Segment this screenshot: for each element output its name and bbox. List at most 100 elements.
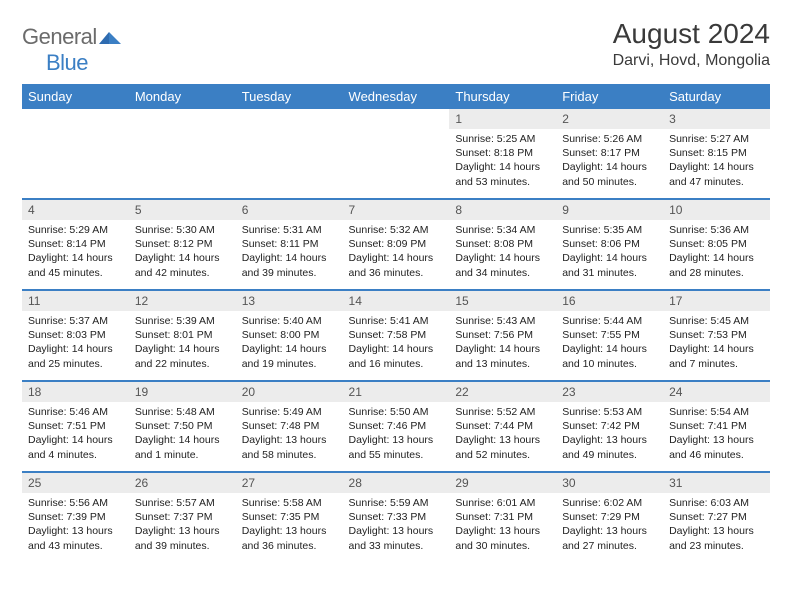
day-body: Sunrise: 5:49 AMSunset: 7:48 PMDaylight:… — [236, 402, 343, 471]
sunrise-line: Sunrise: 5:32 AM — [349, 223, 444, 237]
calendar-cell: 16Sunrise: 5:44 AMSunset: 7:55 PMDayligh… — [556, 290, 663, 381]
calendar-cell: 5Sunrise: 5:30 AMSunset: 8:12 PMDaylight… — [129, 199, 236, 290]
daylight-line: Daylight: 13 hours and 58 minutes. — [242, 433, 337, 461]
calendar-cell: 17Sunrise: 5:45 AMSunset: 7:53 PMDayligh… — [663, 290, 770, 381]
calendar-cell: 23Sunrise: 5:53 AMSunset: 7:42 PMDayligh… — [556, 381, 663, 472]
day-body: Sunrise: 5:59 AMSunset: 7:33 PMDaylight:… — [343, 493, 450, 562]
sunrise-line: Sunrise: 5:30 AM — [135, 223, 230, 237]
calendar-cell: 29Sunrise: 6:01 AMSunset: 7:31 PMDayligh… — [449, 472, 556, 562]
sunrise-line: Sunrise: 5:40 AM — [242, 314, 337, 328]
calendar-cell: 20Sunrise: 5:49 AMSunset: 7:48 PMDayligh… — [236, 381, 343, 472]
sunset-line: Sunset: 8:00 PM — [242, 328, 337, 342]
day-body: Sunrise: 5:25 AMSunset: 8:18 PMDaylight:… — [449, 129, 556, 198]
day-body: Sunrise: 5:35 AMSunset: 8:06 PMDaylight:… — [556, 220, 663, 289]
day-number: 5 — [129, 200, 236, 220]
calendar-cell: 14 Sunrise: 5:41 AMSunset: 7:58 PMDayligh… — [343, 290, 450, 381]
day-body: Sunrise: 5:32 AMSunset: 8:09 PMDaylight:… — [343, 220, 450, 289]
weekday-header: Friday — [556, 84, 663, 109]
day-number: 17 — [663, 291, 770, 311]
day-body: Sunrise: 5:39 AMSunset: 8:01 PMDaylight:… — [129, 311, 236, 380]
sunset-line: Sunset: 8:09 PM — [349, 237, 444, 251]
logo-word-1: General — [22, 24, 97, 49]
calendar-cell: 10 Sunrise: 5:36 AMSunset: 8:05 PMDayligh… — [663, 199, 770, 290]
daylight-line: Daylight: 14 hours and 25 minutes. — [28, 342, 123, 370]
calendar-cell: 22Sunrise: 5:52 AMSunset: 7:44 PMDayligh… — [449, 381, 556, 472]
sunrise-line: Sunrise: 5:45 AM — [669, 314, 764, 328]
day-body: Sunrise: 5:40 AMSunset: 8:00 PMDaylight:… — [236, 311, 343, 380]
sunset-line: Sunset: 7:58 PM — [349, 328, 444, 342]
day-number: 8 — [449, 200, 556, 220]
daylight-line: Daylight: 14 hours and 4 minutes. — [28, 433, 123, 461]
daylight-line: Daylight: 14 hours and 28 minutes. — [669, 251, 764, 279]
daylight-line: Daylight: 13 hours and 30 minutes. — [455, 524, 550, 552]
logo-word-2: Blue — [46, 50, 88, 75]
calendar-cell: 4Sunrise: 5:29 AMSunset: 8:14 PMDaylight… — [22, 199, 129, 290]
day-number: 11 — [22, 291, 129, 311]
day-number: 14 — [343, 291, 450, 311]
sunset-line: Sunset: 8:08 PM — [455, 237, 550, 251]
day-number: 4 — [22, 200, 129, 220]
daylight-line: Daylight: 14 hours and 22 minutes. — [135, 342, 230, 370]
calendar-week-row: 25Sunrise: 5:56 AMSunset: 7:39 PMDayligh… — [22, 472, 770, 562]
sunset-line: Sunset: 7:33 PM — [349, 510, 444, 524]
logo-mark-icon — [99, 24, 123, 49]
day-number: 19 — [129, 382, 236, 402]
sunrise-line: Sunrise: 5:57 AM — [135, 496, 230, 510]
sunrise-line: Sunrise: 5:36 AM — [669, 223, 764, 237]
day-number: 28 — [343, 473, 450, 493]
day-body: Sunrise: 5:52 AMSunset: 7:44 PMDaylight:… — [449, 402, 556, 471]
daylight-line: Daylight: 13 hours and 39 minutes. — [135, 524, 230, 552]
month-title: August 2024 — [613, 18, 770, 50]
day-body: Sunrise: 6:02 AMSunset: 7:29 PMDaylight:… — [556, 493, 663, 562]
day-number: 29 — [449, 473, 556, 493]
day-number: 10 — [663, 200, 770, 220]
calendar-cell: 24Sunrise: 5:54 AMSunset: 7:41 PMDayligh… — [663, 381, 770, 472]
logo: General Blue — [22, 24, 123, 76]
sunrise-line: Sunrise: 5:52 AM — [455, 405, 550, 419]
day-body: Sunrise: 5:56 AMSunset: 7:39 PMDaylight:… — [22, 493, 129, 562]
daylight-line: Daylight: 13 hours and 23 minutes. — [669, 524, 764, 552]
sunrise-line: Sunrise: 5:53 AM — [562, 405, 657, 419]
calendar-cell: 18Sunrise: 5:46 AMSunset: 7:51 PMDayligh… — [22, 381, 129, 472]
sunset-line: Sunset: 8:05 PM — [669, 237, 764, 251]
daylight-line: Daylight: 14 hours and 50 minutes. — [562, 160, 657, 188]
day-body: Sunrise: 5:30 AMSunset: 8:12 PMDaylight:… — [129, 220, 236, 289]
calendar-cell: 26Sunrise: 5:57 AMSunset: 7:37 PMDayligh… — [129, 472, 236, 562]
sunrise-line: Sunrise: 5:46 AM — [28, 405, 123, 419]
weekday-header: Wednesday — [343, 84, 450, 109]
day-number: 1 — [449, 109, 556, 129]
sunrise-line: Sunrise: 5:58 AM — [242, 496, 337, 510]
calendar-cell: 2Sunrise: 5:26 AMSunset: 8:17 PMDaylight… — [556, 109, 663, 199]
day-number: 6 — [236, 200, 343, 220]
sunset-line: Sunset: 8:18 PM — [455, 146, 550, 160]
sunset-line: Sunset: 7:51 PM — [28, 419, 123, 433]
calendar-cell: 7Sunrise: 5:32 AMSunset: 8:09 PMDaylight… — [343, 199, 450, 290]
sunrise-line: Sunrise: 5:35 AM — [562, 223, 657, 237]
weekday-header: Saturday — [663, 84, 770, 109]
day-number: 3 — [663, 109, 770, 129]
daylight-line: Daylight: 14 hours and 34 minutes. — [455, 251, 550, 279]
day-body: Sunrise: 5:54 AMSunset: 7:41 PMDaylight:… — [663, 402, 770, 471]
sunset-line: Sunset: 7:44 PM — [455, 419, 550, 433]
day-body: Sunrise: 5:46 AMSunset: 7:51 PMDaylight:… — [22, 402, 129, 471]
sunrise-line: Sunrise: 5:44 AM — [562, 314, 657, 328]
daylight-line: Daylight: 14 hours and 7 minutes. — [669, 342, 764, 370]
day-number: 15 — [449, 291, 556, 311]
sunrise-line: Sunrise: 5:25 AM — [455, 132, 550, 146]
sunset-line: Sunset: 7:35 PM — [242, 510, 337, 524]
sunrise-line: Sunrise: 5:48 AM — [135, 405, 230, 419]
day-number: 16 — [556, 291, 663, 311]
calendar-cell: 27Sunrise: 5:58 AMSunset: 7:35 PMDayligh… — [236, 472, 343, 562]
daylight-line: Daylight: 14 hours and 19 minutes. — [242, 342, 337, 370]
daylight-line: Daylight: 13 hours and 43 minutes. — [28, 524, 123, 552]
sunset-line: Sunset: 7:31 PM — [455, 510, 550, 524]
sunset-line: Sunset: 7:50 PM — [135, 419, 230, 433]
daylight-line: Daylight: 13 hours and 55 minutes. — [349, 433, 444, 461]
daylight-line: Daylight: 14 hours and 10 minutes. — [562, 342, 657, 370]
calendar-cell: 8Sunrise: 5:34 AMSunset: 8:08 PMDaylight… — [449, 199, 556, 290]
calendar-cell: 6Sunrise: 5:31 AMSunset: 8:11 PMDaylight… — [236, 199, 343, 290]
sunrise-line: Sunrise: 5:41 AM — [349, 314, 444, 328]
day-number: 30 — [556, 473, 663, 493]
daylight-line: Daylight: 14 hours and 16 minutes. — [349, 342, 444, 370]
daylight-line: Daylight: 13 hours and 36 minutes. — [242, 524, 337, 552]
